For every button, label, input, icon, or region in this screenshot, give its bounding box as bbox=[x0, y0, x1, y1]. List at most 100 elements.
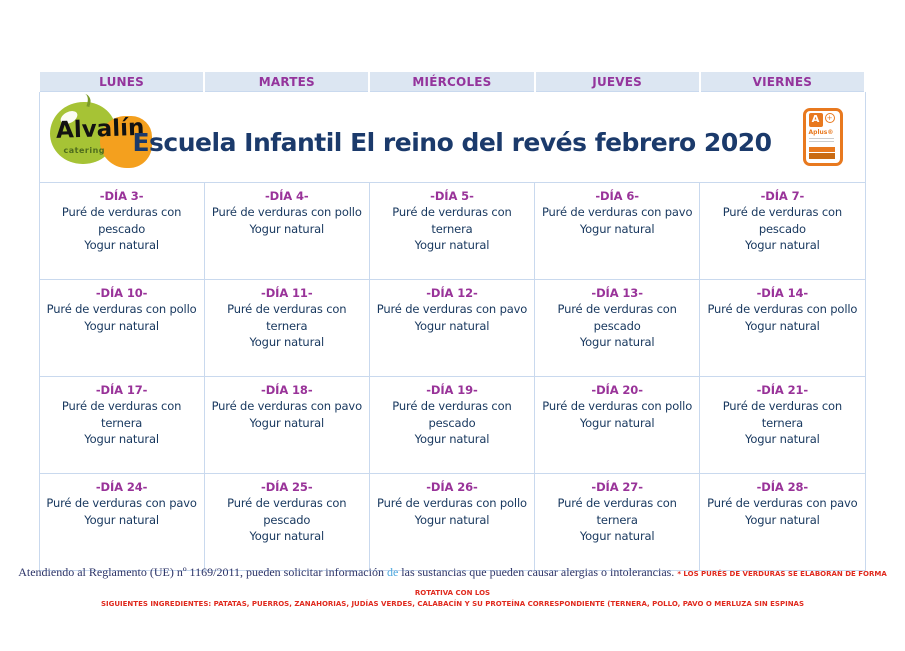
day-label: -DÍA 28- bbox=[756, 480, 809, 494]
day-label: -DÍA 3- bbox=[99, 189, 144, 203]
meal-text: Puré de verduras con pollo bbox=[46, 302, 197, 316]
menu-cell-dia-4: -DÍA 4- Puré de verduras con pollo Yogur… bbox=[203, 182, 370, 280]
meal-text: Puré de verduras con pescado bbox=[61, 205, 182, 236]
orange-blob bbox=[99, 116, 152, 168]
badge-divider bbox=[808, 141, 834, 142]
menu-cell-dia-24: -DÍA 24- Puré de verduras con pavo Yogur… bbox=[38, 473, 205, 571]
meal-text: Puré de verduras con pescado bbox=[227, 496, 347, 527]
dessert-text: Yogur natural bbox=[249, 415, 325, 430]
day-label: -DÍA 24- bbox=[95, 480, 148, 494]
dessert-text: Yogur natural bbox=[249, 221, 325, 236]
day-label: -DÍA 18- bbox=[261, 383, 313, 397]
dessert-text: Yogur natural bbox=[414, 238, 490, 253]
title-cell: Alvalín catering Escuela Infantil El rei… bbox=[38, 91, 866, 183]
badge-plus-icon: + bbox=[824, 113, 835, 123]
dessert-text: Yogur natural bbox=[745, 512, 820, 527]
menu-cell-dia-5: -DÍA 5- Puré de verduras con ternera Yog… bbox=[368, 182, 536, 280]
meal-text: Puré de verduras con pavo bbox=[541, 205, 693, 219]
apple-stem-icon bbox=[78, 92, 92, 108]
day-label: -DÍA 10- bbox=[95, 286, 148, 300]
dessert-text: Yogur natural bbox=[249, 529, 325, 544]
dessert-text: Yogur natural bbox=[84, 512, 159, 527]
day-label: -DÍA 20- bbox=[591, 383, 643, 397]
day-label: -DÍA 21- bbox=[756, 383, 809, 397]
weekday-header-jueves: JUEVES bbox=[533, 70, 701, 92]
meal-text: Puré de verduras con ternera bbox=[227, 302, 347, 333]
menu-cell-dia-26: -DÍA 26- Puré de verduras con pollo Yogu… bbox=[368, 473, 536, 571]
menu-week-row: -DÍA 24- Puré de verduras con pavo Yogur… bbox=[38, 473, 866, 571]
meal-text: Puré de verduras con pescado bbox=[557, 302, 677, 333]
footer: Atendiendo al Reglamento (UE) nº 1169/20… bbox=[0, 561, 905, 608]
menu-cell-dia-20: -DÍA 20- Puré de verduras con pollo Yogu… bbox=[534, 376, 701, 474]
menu-cell-dia-6: -DÍA 6- Puré de verduras con pavo Yogur … bbox=[534, 182, 701, 280]
meal-text: Puré de verduras con pollo bbox=[542, 399, 693, 413]
meal-text: Puré de verduras con pavo bbox=[376, 302, 528, 316]
title-row: Alvalín catering Escuela Infantil El rei… bbox=[38, 91, 866, 183]
meal-text: Puré de verduras con pollo bbox=[377, 496, 527, 510]
menu-cell-dia-25: -DÍA 25- Puré de verduras con pescado Yo… bbox=[203, 473, 370, 571]
dessert-text: Yogur natural bbox=[84, 318, 159, 333]
regulation-text-end: las sustancias que pueden causar alergia… bbox=[398, 565, 678, 579]
menu-cell-dia-12: -DÍA 12- Puré de verduras con pavo Yogur… bbox=[368, 279, 536, 377]
dessert-text: Yogur natural bbox=[745, 238, 820, 253]
dessert-text: Yogur natural bbox=[745, 432, 820, 447]
meal-text: Puré de verduras con pavo bbox=[46, 496, 197, 510]
day-label: -DÍA 4- bbox=[264, 189, 309, 203]
day-label: -DÍA 5- bbox=[430, 189, 474, 203]
regulation-highlight-word: de bbox=[386, 565, 399, 579]
alvalin-logo: Alvalín catering bbox=[48, 92, 168, 172]
day-label: -DÍA 27- bbox=[591, 480, 643, 494]
ingredients-note-line1: * LOS PURÉS DE VERDURAS SE ELABORAN DE F… bbox=[414, 570, 887, 597]
menu-cell-dia-10: -DÍA 10- Puré de verduras con pollo Yogu… bbox=[38, 279, 205, 377]
weekday-header-viernes: VIERNES bbox=[698, 70, 867, 92]
badge-a-icon: A bbox=[808, 113, 823, 127]
menu-cell-dia-13: -DÍA 13- Puré de verduras con pescado Yo… bbox=[534, 279, 701, 377]
meal-text: Puré de verduras con pescado bbox=[392, 399, 512, 430]
day-label: -DÍA 19- bbox=[426, 383, 478, 397]
day-label: -DÍA 7- bbox=[760, 189, 805, 203]
dessert-text: Yogur natural bbox=[579, 529, 655, 544]
badge-bar bbox=[808, 153, 835, 159]
day-label: -DÍA 6- bbox=[595, 189, 639, 203]
meal-text: Puré de verduras con ternera bbox=[392, 205, 512, 236]
meal-text: Puré de verduras con pollo bbox=[707, 302, 858, 316]
dessert-text: Yogur natural bbox=[414, 432, 490, 447]
menu-cell-dia-11: -DÍA 11- Puré de verduras con ternera Yo… bbox=[203, 279, 370, 377]
menu-cell-dia-7: -DÍA 7- Puré de verduras con pescado Yog… bbox=[699, 182, 866, 280]
day-label: -DÍA 17- bbox=[95, 383, 148, 397]
meal-text: Puré de verduras con ternera bbox=[61, 399, 182, 430]
day-label: -DÍA 11- bbox=[261, 286, 313, 300]
day-label: -DÍA 26- bbox=[426, 480, 478, 494]
menu-cell-dia-28: -DÍA 28- Puré de verduras con pavo Yogur… bbox=[699, 473, 866, 571]
meal-text: Puré de verduras con ternera bbox=[557, 496, 677, 527]
menu-week-row: -DÍA 10- Puré de verduras con pollo Yogu… bbox=[38, 279, 866, 377]
meal-text: Puré de verduras con pollo bbox=[211, 205, 362, 219]
weekday-header-lunes: LUNES bbox=[37, 70, 206, 92]
day-label: -DÍA 25- bbox=[261, 480, 313, 494]
menu-table: LUNES MARTES MIÉRCOLES JUEVES VIERNES Al… bbox=[37, 70, 867, 571]
badge-label: Aplus® bbox=[808, 129, 834, 136]
allergen-regulation-line: Atendiendo al Reglamento (UE) nº 1169/20… bbox=[0, 561, 905, 599]
menu-cell-dia-18: -DÍA 18- Puré de verduras con pavo Yogur… bbox=[203, 376, 370, 474]
menu-week-row: -DÍA 3- Puré de verduras con pescado Yog… bbox=[38, 182, 866, 280]
dessert-text: Yogur natural bbox=[414, 318, 490, 333]
meal-text: Puré de verduras con pescado bbox=[722, 205, 843, 236]
dessert-text: Yogur natural bbox=[84, 432, 159, 447]
badge-bar bbox=[808, 147, 835, 152]
menu-cell-dia-21: -DÍA 21- Puré de verduras con ternera Yo… bbox=[699, 376, 866, 474]
menu-cell-dia-27: -DÍA 27- Puré de verduras con ternera Yo… bbox=[534, 473, 701, 571]
weekday-header-miercoles: MIÉRCOLES bbox=[368, 70, 536, 92]
dessert-text: Yogur natural bbox=[745, 318, 820, 333]
weekday-header-row: LUNES MARTES MIÉRCOLES JUEVES VIERNES bbox=[37, 70, 867, 92]
menu-week-row: -DÍA 17- Puré de verduras con ternera Yo… bbox=[38, 376, 866, 474]
menu-cell-dia-14: -DÍA 14- Puré de verduras con pollo Yogu… bbox=[699, 279, 866, 377]
meal-text: Puré de verduras con pavo bbox=[211, 399, 363, 413]
meal-text: Puré de verduras con ternera bbox=[722, 399, 843, 430]
menu-cell-dia-17: -DÍA 17- Puré de verduras con ternera Yo… bbox=[38, 376, 205, 474]
day-label: -DÍA 13- bbox=[591, 286, 643, 300]
badge-top: A + bbox=[808, 113, 837, 127]
menu-cell-dia-19: -DÍA 19- Puré de verduras con pescado Yo… bbox=[368, 376, 536, 474]
dessert-text: Yogur natural bbox=[249, 335, 325, 350]
regulation-text: Atendiendo al Reglamento (UE) nº 1169/20… bbox=[18, 565, 387, 579]
badge-divider bbox=[808, 138, 834, 139]
